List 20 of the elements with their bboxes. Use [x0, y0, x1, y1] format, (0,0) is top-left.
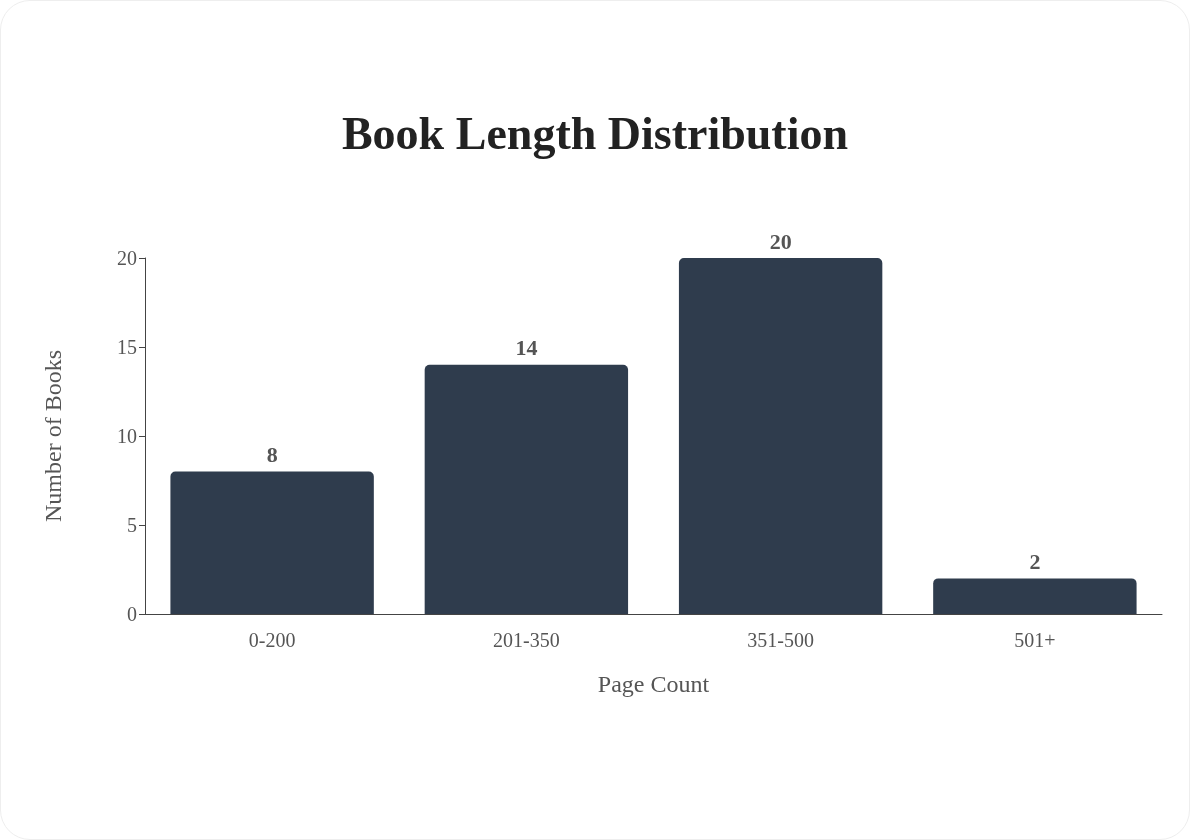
x-axis-title: Page Count	[597, 671, 710, 697]
y-tick-label: 20	[117, 247, 137, 269]
bar	[933, 578, 1137, 614]
bar	[424, 364, 629, 614]
data-label: 2	[1029, 548, 1041, 574]
y-tick-label: 10	[117, 425, 137, 447]
data-label: 8	[266, 442, 278, 468]
y-axis-title: Number of Books	[40, 350, 66, 522]
y-tick-label: 0	[127, 603, 137, 625]
y-tick-label: 15	[117, 336, 137, 358]
bar	[678, 258, 883, 614]
y-tick-label: 5	[127, 514, 137, 536]
chart-title: Book Length Distribution	[341, 107, 849, 159]
bar	[170, 471, 374, 614]
data-label: 14	[515, 335, 538, 361]
data-label: 20	[769, 228, 792, 254]
x-tick-label: 0-200	[248, 629, 296, 651]
x-tick-label: 501+	[1014, 629, 1056, 651]
x-tick-label: 201-350	[493, 629, 560, 651]
x-tick-label: 351-500	[747, 629, 814, 651]
